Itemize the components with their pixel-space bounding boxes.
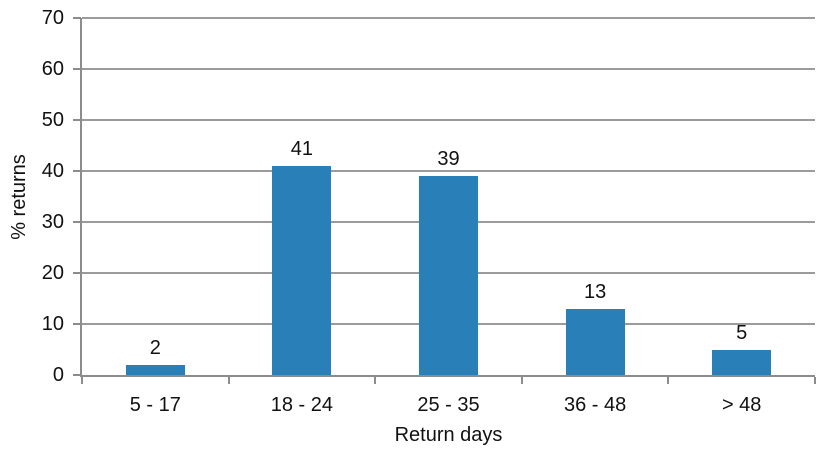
y-tick-label: 40 [41,160,64,182]
bar-value-label: 5 [736,321,748,344]
gridline [82,17,815,19]
y-axis-tick [73,170,81,172]
x-axis-tick [374,377,377,384]
bar [565,308,625,375]
bar [272,165,332,375]
x-tick-label: 36 - 48 [563,394,627,416]
y-axis-tick [73,323,81,325]
y-tick-label: 30 [41,211,64,233]
y-tick-label: 10 [41,313,64,335]
bar [419,176,478,375]
y-axis-line [80,18,82,377]
y-axis-tick [73,119,81,121]
y-tick-label: 20 [41,262,64,284]
gridline [82,68,815,70]
y-axis-tick [73,374,81,376]
x-tick-label: 25 - 35 [417,394,480,416]
bar [712,349,772,375]
y-axis-tick [73,17,81,19]
x-tick-label: 5 - 17 [129,394,181,416]
bar-value-label: 13 [583,280,607,303]
bar-value-label: 39 [437,148,460,171]
x-axis-line [80,375,815,377]
bar [125,364,185,375]
x-axis-tick [81,377,83,384]
y-axis-tick [73,68,81,70]
bar-value-label: 2 [149,336,161,359]
x-axis-tick [814,377,816,384]
y-tick-label: 70 [41,7,64,29]
gridline [82,119,815,121]
y-axis-tick [73,272,81,274]
y-tick-label: 0 [52,364,64,386]
y-tick-label: 50 [41,109,64,131]
gridline [82,170,815,172]
y-axis-tick [73,221,81,223]
bar-value-label: 41 [290,137,314,160]
x-axis-tick [227,377,230,384]
x-axis-tick [667,377,670,384]
x-tick-label: 18 - 24 [270,394,334,416]
x-tick-label: > 48 [721,394,762,416]
x-axis-tick [520,377,523,384]
y-tick-label: 60 [41,58,64,80]
x-axis-title: Return days [394,424,503,446]
